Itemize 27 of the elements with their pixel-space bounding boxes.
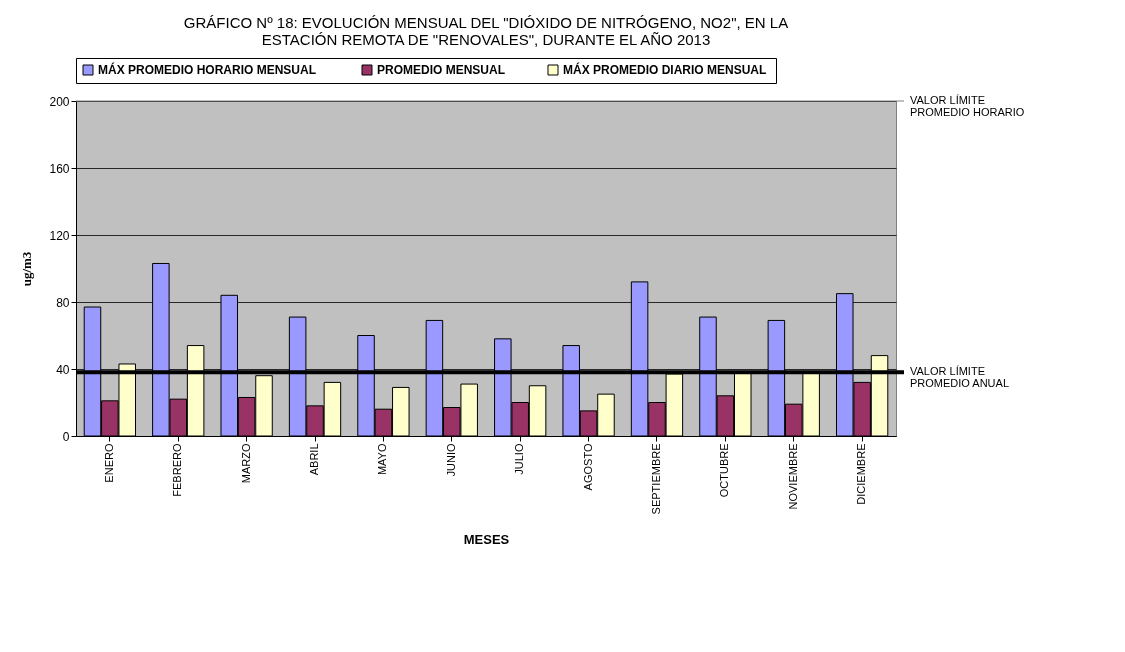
x-tick-label: AGOSTO <box>581 443 594 491</box>
y-axis-title: ug/m3 <box>19 251 35 287</box>
x-tick-label: ENERO <box>102 443 115 483</box>
x-tick-label: DICIEMBRE <box>855 443 868 505</box>
y-tick-label: 200 <box>49 94 70 109</box>
x-tick-label: MARZO <box>239 443 252 484</box>
text: GRÁFICO Nº 18: EVOLUCIÓN MENSUAL DEL "DIÓXIDO DE NITRÓGENO, NO2", EN LA <box>183 13 789 31</box>
y-tick-label: 160 <box>49 161 70 176</box>
x-tick-label: SEPTIEMBRE <box>649 443 662 515</box>
x-axis-title: MESES <box>463 532 510 548</box>
y-tick-label: 80 <box>56 295 70 310</box>
text: ESTACIÓN REMOTA DE "RENOVALES", DURANTE EL AÑO 2013 <box>261 30 711 48</box>
x-tick-label: OCTUBRE <box>718 443 731 498</box>
y-tick-label: 40 <box>56 362 70 377</box>
x-tick-label: JULIO <box>513 443 526 475</box>
x-tick-label: FEBRERO <box>171 443 184 497</box>
legend-label: MÁX PROMEDIO HORARIO MENSUAL <box>98 62 317 77</box>
legend-label: MÁX PROMEDIO DIARIO MENSUAL <box>563 62 767 77</box>
ref-line-label: VALOR LÍMITE PROMEDIO HORARIO <box>910 94 1025 118</box>
x-tick-label: ABRIL <box>308 443 321 476</box>
x-tick-label: NOVIEMBRE <box>786 443 799 510</box>
x-tick-label: MAYO <box>376 443 389 476</box>
x-tick-label: JUNIO <box>444 443 457 477</box>
ref-line-label: VALOR LÍMITE PROMEDIO ANUAL <box>910 365 1010 390</box>
y-tick-label: 120 <box>49 228 70 243</box>
y-tick-label: 0 <box>62 429 70 444</box>
legend-label: PROMEDIO MENSUAL <box>377 63 506 77</box>
